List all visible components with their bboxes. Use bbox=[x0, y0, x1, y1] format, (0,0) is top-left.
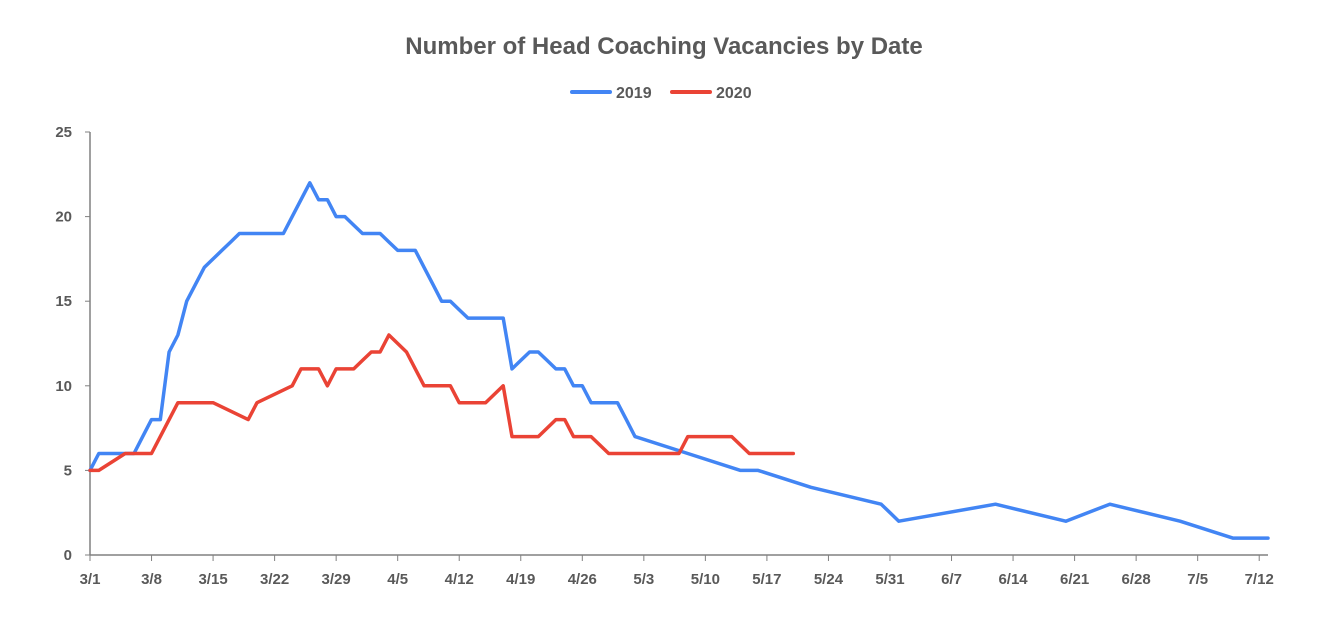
legend-label-2020: 2020 bbox=[716, 85, 752, 102]
x-tick-label: 5/24 bbox=[814, 571, 844, 588]
x-tick-label: 5/17 bbox=[752, 571, 781, 588]
x-tick-label: 3/22 bbox=[260, 571, 289, 588]
y-tick-label: 5 bbox=[64, 462, 72, 479]
legend: 2019 2020 bbox=[570, 85, 752, 102]
x-tick-label: 3/1 bbox=[80, 571, 101, 588]
x-tick-label: 4/19 bbox=[506, 571, 535, 588]
x-tick-label: 6/7 bbox=[941, 571, 962, 588]
x-tick-label: 3/29 bbox=[322, 571, 351, 588]
x-tick-label: 4/5 bbox=[387, 571, 408, 588]
x-tick-label: 4/26 bbox=[568, 571, 597, 588]
x-tick-label: 6/21 bbox=[1060, 571, 1089, 588]
x-tick-label: 6/28 bbox=[1122, 571, 1151, 588]
y-tick-label: 0 bbox=[64, 547, 72, 564]
x-tick-label: 7/12 bbox=[1245, 571, 1274, 588]
y-tick-label: 10 bbox=[55, 378, 72, 395]
x-tick-label: 5/31 bbox=[875, 571, 904, 588]
series-line-2019 bbox=[88, 181, 1270, 540]
y-tick-label: 15 bbox=[55, 293, 72, 310]
x-tick-label: 6/14 bbox=[998, 571, 1028, 588]
y-tick-label: 25 bbox=[55, 124, 72, 141]
x-tick-label: 5/3 bbox=[633, 571, 654, 588]
legend-label-2019: 2019 bbox=[616, 85, 652, 102]
series-layer bbox=[88, 181, 1270, 540]
x-axis: 3/1 3/8 3/15 3/22 3/29 4/5 4/12 4/19 4/26 5/3 5/10… bbox=[80, 554, 1274, 588]
x-tick-label: 4/12 bbox=[445, 571, 474, 588]
x-tick-label: 3/8 bbox=[141, 571, 162, 588]
chart-title: Number of Head Coaching Vacancies by Dat… bbox=[405, 33, 923, 60]
x-tick-label: 7/5 bbox=[1187, 571, 1208, 588]
y-axis: 0 5 10 15 20 25 bbox=[55, 124, 91, 564]
x-tick-label: 3/15 bbox=[198, 571, 227, 588]
y-tick-label: 20 bbox=[55, 209, 72, 226]
x-tick-label: 5/10 bbox=[691, 571, 720, 588]
series-line-2020 bbox=[88, 333, 796, 473]
